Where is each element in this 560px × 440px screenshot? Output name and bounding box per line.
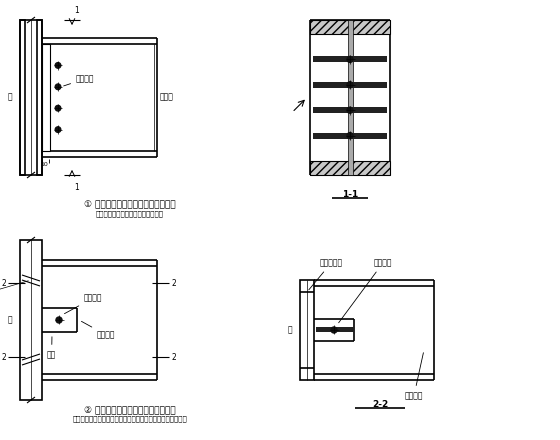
Bar	[313, 132, 387, 139]
Circle shape	[55, 62, 61, 68]
Bar	[42, 44, 50, 151]
Bar	[37, 20, 42, 175]
Text: （楼面棁与刚架柱通过小牛腿连接，用于楼面棁距度不大时）: （楼面棁与刚架柱通过小牛腿连接，用于楼面棁距度不大时）	[73, 415, 188, 422]
Text: 楼面棁: 楼面棁	[160, 92, 174, 102]
Bar	[348, 20, 353, 175]
Text: 普通螺栓: 普通螺栓	[339, 258, 393, 323]
Circle shape	[55, 106, 61, 111]
Text: ① 楼面棁与刚架柱的钰接连接（一）: ① 楼面棁与刚架柱的钰接连接（一）	[84, 200, 176, 209]
Bar	[20, 20, 25, 175]
Text: 柱: 柱	[287, 326, 292, 334]
Bar	[300, 280, 314, 380]
Bar	[310, 161, 390, 175]
Text: 2: 2	[171, 279, 176, 287]
Text: 楼面次棁: 楼面次棁	[81, 321, 115, 340]
Text: 普通螺栓: 普通螺栓	[64, 293, 102, 314]
Text: 2-2: 2-2	[372, 400, 388, 409]
Text: 1: 1	[74, 6, 80, 15]
Text: 2: 2	[171, 352, 176, 362]
Circle shape	[55, 127, 61, 132]
Text: 1-1: 1-1	[342, 190, 358, 199]
Bar	[20, 240, 42, 400]
Bar	[316, 327, 354, 333]
Text: 10: 10	[40, 162, 48, 167]
Text: 柱: 柱	[7, 315, 12, 324]
Circle shape	[347, 107, 353, 113]
Text: 高强螺栓: 高强螺栓	[64, 74, 95, 86]
Text: 柱: 柱	[7, 92, 12, 102]
Bar	[313, 56, 387, 62]
Text: 构造加励肉: 构造加励肉	[309, 258, 343, 290]
Circle shape	[331, 327, 337, 333]
Circle shape	[347, 132, 353, 139]
Text: 2: 2	[1, 352, 6, 362]
Circle shape	[55, 84, 61, 90]
Circle shape	[347, 56, 353, 62]
Bar	[310, 20, 390, 34]
Text: （楼面棁与刚架柱通过连接板连接）: （楼面棁与刚架柱通过连接板连接）	[96, 210, 164, 216]
Text: 1: 1	[74, 183, 80, 192]
Text: ② 楼面棁与刚架柱的钰接连接（二）: ② 楼面棁与刚架柱的钰接连接（二）	[84, 405, 176, 414]
Text: 楼面次棁: 楼面次棁	[405, 353, 423, 400]
Bar	[313, 82, 387, 88]
Text: 2: 2	[1, 279, 6, 287]
Text: 构造加励肉
（成对布置）: 构造加励肉 （成对布置）	[0, 281, 29, 301]
Text: 牛腿: 牛腿	[47, 337, 56, 359]
Circle shape	[56, 317, 62, 323]
Circle shape	[347, 82, 353, 88]
Bar	[20, 20, 42, 175]
Bar	[313, 107, 387, 113]
